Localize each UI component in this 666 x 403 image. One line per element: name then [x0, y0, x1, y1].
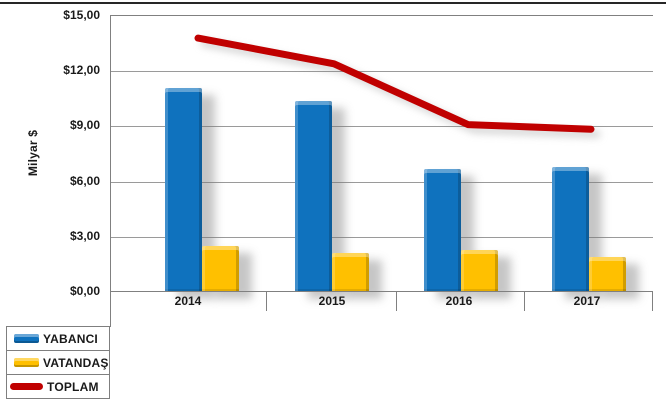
bar-yabanci-2014	[165, 87, 202, 292]
legend-label-yabanci: YABANCI	[43, 331, 98, 346]
x-axis-label-2017: 2017	[573, 294, 601, 308]
x-axis-line	[110, 291, 653, 292]
gridline-3	[111, 236, 653, 238]
legend-bar-swatch-vatandas	[14, 358, 39, 367]
x-axis-separator-0	[110, 291, 111, 311]
legend-item-yabanci: YABANCI	[7, 327, 109, 350]
legend-line-swatch-toplam	[10, 383, 43, 390]
bar-yabanci-2016	[424, 168, 461, 292]
y-tick-label-3: $3,00	[69, 228, 100, 243]
bar-vatandas-2015	[332, 253, 369, 292]
y-tick-label-15: $15,00	[63, 8, 100, 22]
x-axis-separator-4	[652, 291, 653, 311]
x-axis-label-2015: 2015	[318, 294, 346, 308]
y-tick-label-0: $0,00	[69, 284, 100, 298]
axis-legend-connector-line	[110, 311, 111, 327]
legend: YABANCI VATANDAŞ TOPLAM	[6, 326, 110, 399]
bar-yabanci-2017	[552, 166, 589, 292]
legend-bar-swatch-yabanci	[14, 334, 39, 343]
bar-yabanci-2015	[295, 100, 332, 292]
bar-vatandas-2014	[202, 246, 239, 292]
x-axis-band: 2014 2015 2016 2017	[110, 291, 653, 311]
legend-item-toplam: TOPLAM	[7, 374, 109, 398]
x-axis-separator-1	[266, 291, 267, 311]
legend-item-vatandas: VATANDAŞ	[7, 350, 109, 374]
plot-area	[110, 15, 653, 292]
y-axis-title: Milyar $	[26, 129, 40, 177]
legend-label-toplam: TOPLAM	[47, 379, 99, 394]
y-tick-label-9: $9,00	[69, 118, 100, 133]
x-axis-label-2014: 2014	[174, 294, 202, 308]
bar-vatandas-2016	[461, 249, 498, 292]
y-tick-label-6: $6,00	[69, 173, 100, 188]
top-rule	[0, 2, 666, 4]
x-axis-separator-2	[395, 291, 397, 311]
bar-vatandas-2017	[589, 257, 626, 292]
legend-label-vatandas: VATANDAŞ	[43, 355, 109, 370]
y-tick-label-12: $12,00	[63, 63, 100, 78]
gridline-6	[111, 181, 653, 183]
gridline-12	[111, 71, 653, 73]
total-line	[194, 34, 595, 133]
x-axis-separator-3	[524, 291, 525, 311]
x-axis-label-2016: 2016	[445, 294, 473, 308]
